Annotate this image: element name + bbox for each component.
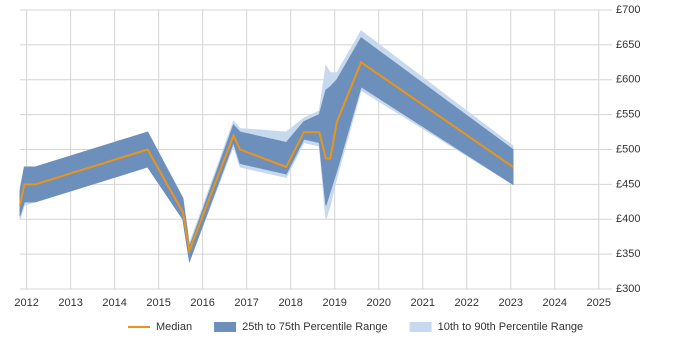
y-tick-label: £700 [616, 4, 640, 16]
x-tick-label: 2023 [499, 297, 523, 309]
x-tick-label: 2017 [234, 297, 258, 309]
legend-label: 10th to 90th Percentile Range [438, 321, 584, 333]
x-tick-label: 2016 [190, 297, 214, 309]
legend-swatch [214, 322, 237, 332]
x-tick-label: 2020 [366, 297, 390, 309]
legend-label: Median [156, 321, 192, 333]
y-tick-label: £350 [616, 248, 640, 260]
y-tick-label: £550 [616, 109, 640, 121]
percentile-band [19, 37, 514, 264]
y-tick-label: £500 [616, 143, 640, 155]
x-tick-label: 2024 [543, 297, 567, 309]
x-tick-label: 2025 [587, 297, 611, 309]
legend-label: 25th to 75th Percentile Range [242, 321, 388, 333]
x-tick-label: 2015 [146, 297, 170, 309]
x-tick-label: 2014 [102, 297, 126, 309]
y-tick-label: £450 [616, 178, 640, 190]
x-tick-label: 2022 [455, 297, 479, 309]
median-line [19, 60, 514, 255]
y-tick-label: £650 [616, 39, 640, 51]
x-tick-label: 2019 [322, 297, 346, 309]
y-tick-label: £600 [616, 74, 640, 86]
y-tick-label: £300 [616, 283, 640, 295]
legend-swatch [409, 322, 432, 332]
x-tick-label: 2018 [278, 297, 302, 309]
x-tick-label: 2021 [410, 297, 434, 309]
x-tick-label: 2013 [58, 297, 82, 309]
x-tick-label: 2012 [14, 297, 38, 309]
y-tick-label: £400 [616, 213, 640, 225]
